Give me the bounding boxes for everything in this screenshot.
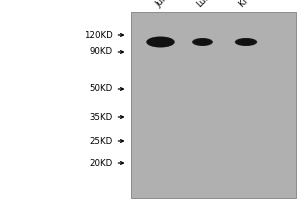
Ellipse shape — [236, 39, 255, 45]
Ellipse shape — [151, 38, 170, 46]
Ellipse shape — [193, 38, 212, 46]
Ellipse shape — [192, 38, 213, 46]
Text: Ki dney: Ki dney — [238, 0, 267, 9]
Bar — [130, 12, 296, 198]
Ellipse shape — [238, 39, 254, 45]
Ellipse shape — [241, 40, 251, 44]
Ellipse shape — [147, 37, 174, 47]
Ellipse shape — [196, 40, 209, 44]
Ellipse shape — [150, 38, 171, 46]
Ellipse shape — [146, 36, 175, 47]
Ellipse shape — [194, 39, 211, 45]
Ellipse shape — [240, 40, 252, 44]
Ellipse shape — [200, 41, 206, 43]
Ellipse shape — [195, 39, 210, 45]
Text: 25KD: 25KD — [89, 136, 112, 146]
Text: 20KD: 20KD — [89, 158, 112, 168]
Text: 35KD: 35KD — [89, 112, 112, 121]
Text: Jurkat: Jurkat — [154, 0, 178, 9]
Ellipse shape — [148, 37, 172, 47]
Text: 90KD: 90KD — [89, 47, 112, 56]
Ellipse shape — [242, 41, 250, 43]
Ellipse shape — [155, 40, 166, 44]
Text: 50KD: 50KD — [89, 84, 112, 93]
Ellipse shape — [152, 39, 169, 45]
Ellipse shape — [235, 38, 257, 46]
Ellipse shape — [198, 40, 207, 44]
Text: Lung: Lung — [195, 0, 216, 9]
Ellipse shape — [157, 40, 164, 44]
Ellipse shape — [194, 39, 211, 45]
Ellipse shape — [237, 39, 254, 45]
Ellipse shape — [243, 41, 249, 43]
Text: 120KD: 120KD — [84, 30, 112, 40]
Ellipse shape — [197, 40, 208, 44]
Ellipse shape — [153, 39, 168, 45]
Ellipse shape — [236, 38, 256, 46]
Ellipse shape — [199, 41, 206, 43]
Ellipse shape — [154, 40, 167, 44]
Ellipse shape — [239, 40, 253, 44]
